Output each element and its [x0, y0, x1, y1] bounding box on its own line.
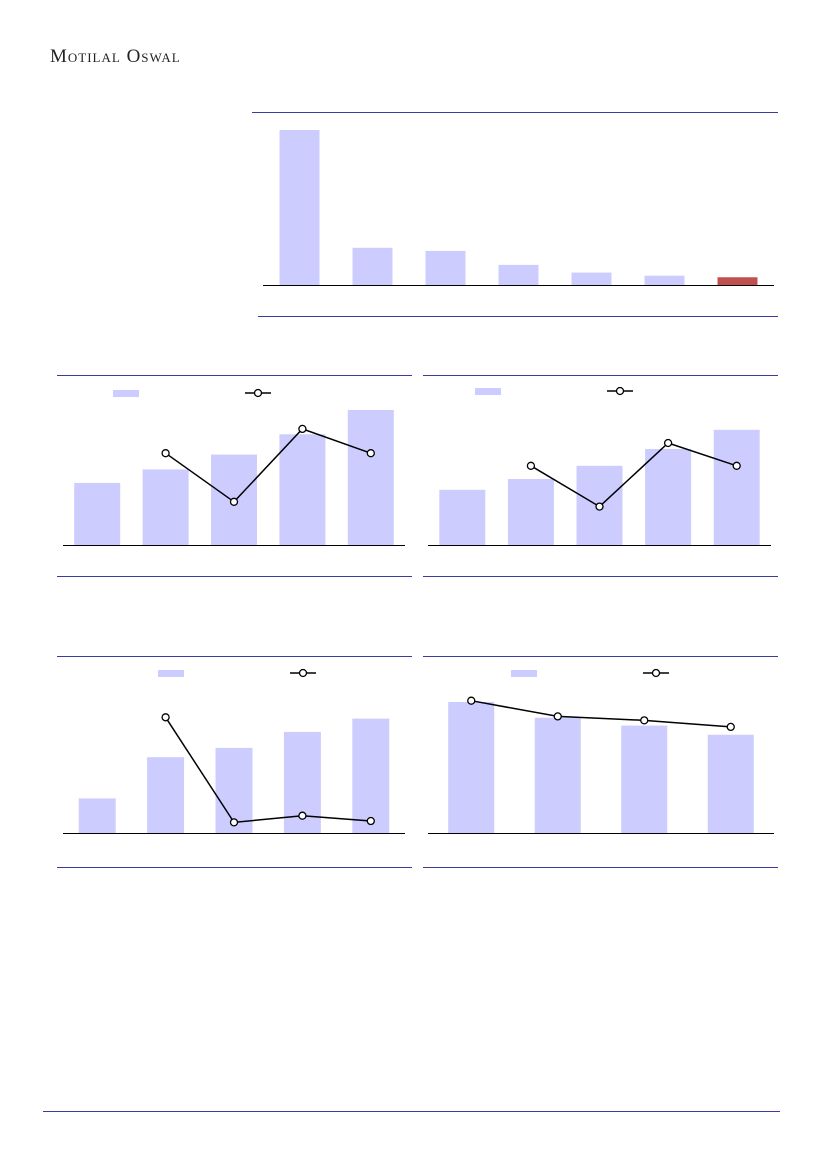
divider-chart-5-upper — [423, 656, 778, 657]
bar-2-1 — [507, 479, 554, 545]
legend-line-marker-2 — [615, 386, 625, 396]
line-point-1-3 — [366, 449, 375, 458]
chart-mid-left — [63, 388, 405, 546]
bar-0-0 — [279, 130, 320, 285]
line-point-3-2 — [298, 811, 307, 820]
legend-bar-swatch-2 — [475, 388, 501, 395]
legend-bar-swatch-1 — [113, 390, 139, 397]
line-point-1-0 — [161, 449, 170, 458]
divider-chart-2-upper — [57, 375, 412, 376]
line-point-3-1 — [229, 818, 239, 827]
bar-3-4 — [352, 718, 390, 833]
bar-0-6 — [717, 277, 758, 285]
chart-mid-right — [428, 386, 771, 546]
bar-0-1 — [352, 247, 393, 285]
bar-4-2 — [621, 725, 668, 833]
line-point-4-1 — [553, 712, 562, 721]
divider-chart-2-lower — [57, 576, 412, 577]
divider-chart-3-upper — [423, 375, 778, 376]
series-line-3 — [164, 716, 371, 824]
line-point-1-1 — [229, 497, 239, 506]
divider-chart-4-upper — [57, 656, 412, 657]
line-point-4-0 — [467, 696, 476, 705]
line-point-4-3 — [726, 722, 735, 732]
bar-2-4 — [713, 429, 760, 545]
line-point-3-3 — [366, 816, 375, 826]
bar-3-1 — [147, 757, 185, 833]
legend-bar-swatch-3 — [158, 670, 184, 677]
bar-1-4 — [347, 410, 394, 545]
line-point-2-3 — [732, 461, 741, 470]
series-line-4 — [471, 699, 731, 728]
series-line-2 — [530, 442, 737, 508]
series-line-1 — [165, 428, 372, 503]
bar-2-3 — [645, 449, 692, 545]
chart-bottom-left — [63, 668, 405, 834]
divider-chart-3-lower — [423, 576, 778, 577]
bar-4-0 — [448, 702, 495, 833]
legend-bar-swatch-4 — [511, 670, 537, 677]
divider-chart-5-lower — [423, 867, 778, 868]
bar-0-3 — [498, 264, 539, 285]
bar-3-0 — [78, 798, 116, 833]
line-point-4-2 — [640, 716, 649, 725]
line-point-2-0 — [526, 461, 536, 470]
bar-0-4 — [571, 272, 612, 285]
line-point-2-2 — [663, 438, 673, 448]
legend-line-marker-3 — [298, 668, 308, 678]
bar-0-5 — [644, 275, 685, 285]
bar-1-3 — [279, 434, 326, 545]
bar-4-1 — [534, 717, 581, 833]
legend-line-marker-4 — [651, 668, 661, 678]
bar-4-3 — [707, 734, 754, 833]
chart-bottom-right — [428, 668, 774, 834]
bar-0-2 — [425, 250, 466, 285]
bar-1-1 — [142, 469, 189, 545]
legend-line-marker-1 — [253, 388, 263, 398]
divider-chart-4-lower — [57, 867, 412, 868]
footer-rule — [43, 1111, 780, 1112]
bar-2-0 — [439, 489, 486, 545]
line-point-1-2 — [298, 424, 307, 434]
divider-top-chart-lower — [258, 316, 778, 317]
line-point-3-0 — [161, 713, 170, 722]
bar-1-0 — [74, 482, 121, 545]
brand-logo: Motilal Oswal — [50, 46, 181, 67]
chart-top-bar — [263, 130, 774, 286]
divider-top-chart-upper — [252, 112, 778, 113]
line-point-2-1 — [595, 502, 604, 511]
